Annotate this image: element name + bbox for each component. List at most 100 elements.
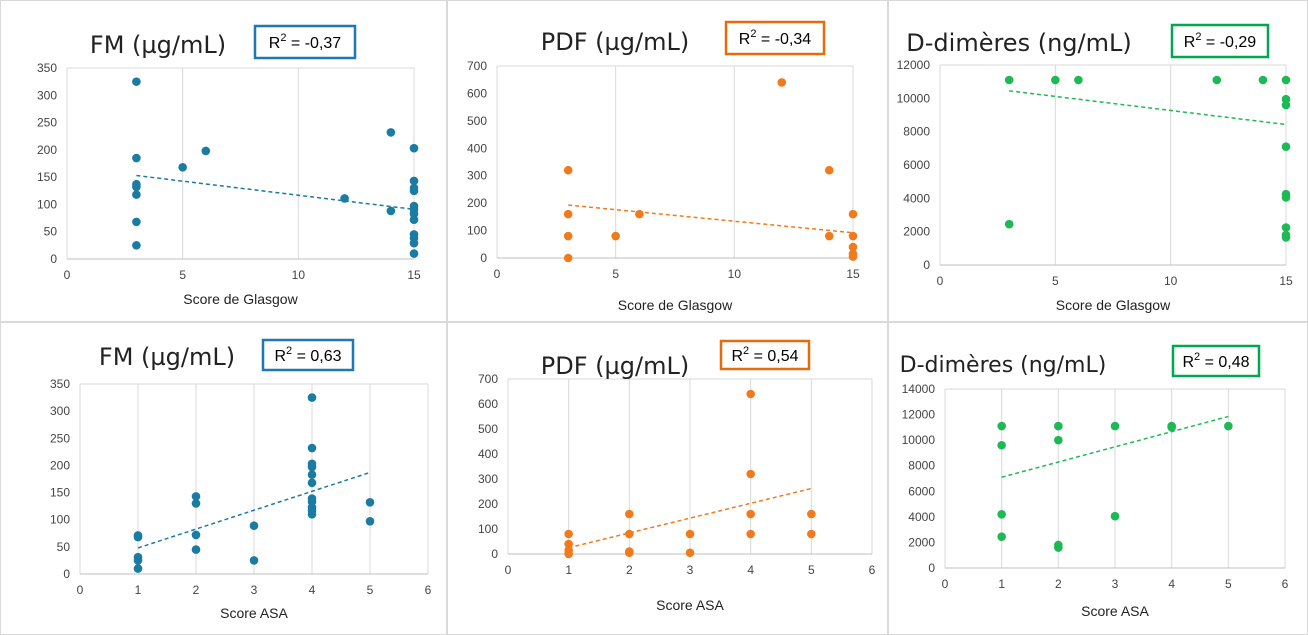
data-point <box>1110 511 1120 521</box>
y-tick-label: 2000 <box>903 225 930 239</box>
data-point <box>625 509 634 519</box>
y-tick-label: 300 <box>50 404 70 418</box>
scatter-chart: 0 1 2 3 4 5 6 0 2000 4000 6000 8000 10000 12000 14000 D… <box>888 322 1308 635</box>
chart-title: PDF (µg/mL) <box>541 352 689 380</box>
data-point <box>409 215 419 225</box>
data-point <box>1258 75 1268 85</box>
chart-panel: 0 5 10 15 0 2000 4000 6000 8000 10000 12000 D-dimèr… <box>888 0 1308 322</box>
y-tick-label: 4000 <box>908 510 935 524</box>
x-tick-label: 0 <box>77 583 84 597</box>
y-tick-label: 100 <box>467 224 487 238</box>
data-point <box>1054 435 1063 445</box>
data-point <box>191 530 201 540</box>
data-point <box>611 231 620 241</box>
y-tick-label: 50 <box>44 225 58 239</box>
data-point <box>848 209 858 219</box>
x-axis-label: Score de Glasgow <box>1056 297 1171 313</box>
y-tick-label: 500 <box>467 114 487 128</box>
data-point <box>178 163 187 172</box>
y-tick-label: 0 <box>63 567 70 581</box>
data-point <box>997 532 1006 541</box>
data-point <box>746 469 755 479</box>
x-tick-label: 0 <box>494 267 501 281</box>
y-tick-label: 12000 <box>897 58 931 72</box>
data-point <box>746 389 755 399</box>
data-point <box>1167 423 1176 432</box>
data-point <box>685 529 695 539</box>
r2-box <box>724 20 826 56</box>
x-tick-label: 2 <box>193 583 200 597</box>
data-point <box>365 498 375 507</box>
y-tick-label: 200 <box>478 497 498 511</box>
x-tick-label: 0 <box>942 577 949 591</box>
y-tick-label: 350 <box>37 61 57 75</box>
chart-title: PDF (µg/mL) <box>541 28 689 56</box>
x-axis-label: Score de Glasgow <box>618 297 733 313</box>
x-tick-label: 3 <box>1112 577 1119 591</box>
data-point <box>1004 75 1014 85</box>
data-point <box>1110 421 1120 431</box>
data-point <box>386 128 396 137</box>
data-point <box>625 529 634 539</box>
data-point <box>1051 75 1060 85</box>
data-point <box>1054 421 1063 431</box>
data-point <box>564 539 573 549</box>
data-point <box>1224 421 1233 431</box>
y-tick-label: 0 <box>50 252 57 266</box>
y-tick-label: 200 <box>467 196 487 210</box>
data-point <box>564 549 573 559</box>
x-tick-label: 4 <box>747 563 754 577</box>
data-point <box>1281 100 1291 110</box>
data-point <box>1281 223 1291 232</box>
scatter-chart: 0 5 10 15 0 2000 4000 6000 8000 10000 12000D-dimèr… <box>888 0 1308 322</box>
y-tick-label: 200 <box>50 458 70 472</box>
r2-box <box>261 338 355 372</box>
data-point <box>132 77 141 86</box>
y-tick-label: 12000 <box>902 408 936 422</box>
r2-label: R2 = -0,37 <box>269 32 341 52</box>
data-point <box>1074 75 1083 85</box>
y-tick-label: 50 <box>57 540 71 554</box>
x-tick-label: 1 <box>998 577 1005 591</box>
chart-panel: 0 5 10 15 0 100 200 300 400 500 600 700 PDF (µg/mL) R… <box>447 0 888 322</box>
data-point <box>1281 193 1291 202</box>
data-point <box>307 393 317 402</box>
data-point <box>1281 233 1291 242</box>
y-tick-label: 300 <box>478 472 498 486</box>
data-point <box>1004 219 1014 229</box>
x-tick-label: 2 <box>626 563 633 577</box>
data-point <box>563 165 573 175</box>
y-tick-label: 600 <box>467 86 487 100</box>
y-tick-label: 700 <box>478 372 498 386</box>
data-point <box>564 529 573 539</box>
y-tick-label: 500 <box>478 422 498 436</box>
r2-box <box>719 339 811 371</box>
chart-panel: 0 1 2 3 4 5 6 0 2000 4000 6000 8000 10000 12000 14000 D… <box>888 322 1308 635</box>
data-point <box>563 231 573 241</box>
x-tick-label: 5 <box>1225 577 1232 591</box>
chart-panel: 0 1 2 3 4 5 6 0 50 100 150 200 250 300 350 FM (µg/mL) R2… <box>0 322 447 635</box>
x-tick-label: 6 <box>869 563 876 577</box>
y-tick-label: 100 <box>50 513 70 527</box>
x-tick-label: 4 <box>309 583 316 597</box>
data-point <box>133 556 143 565</box>
y-tick-label: 600 <box>478 397 498 411</box>
y-tick-label: 6000 <box>903 158 930 172</box>
y-tick-label: 300 <box>37 88 57 102</box>
data-point <box>777 78 787 87</box>
r2-box <box>1171 344 1261 378</box>
data-point <box>409 143 419 153</box>
r2-label: R2 = -0,34 <box>739 28 811 48</box>
x-tick-label: 10 <box>728 267 742 281</box>
data-point <box>409 238 419 248</box>
data-point <box>307 462 317 472</box>
data-point <box>386 206 396 216</box>
data-point <box>997 440 1006 450</box>
y-tick-label: 150 <box>37 170 57 184</box>
x-axis-label: Score ASA <box>1081 603 1149 619</box>
data-point <box>132 217 141 227</box>
data-point <box>807 509 816 519</box>
x-tick-label: 6 <box>1282 577 1289 591</box>
data-point <box>746 509 755 519</box>
panel-border <box>0 322 447 635</box>
